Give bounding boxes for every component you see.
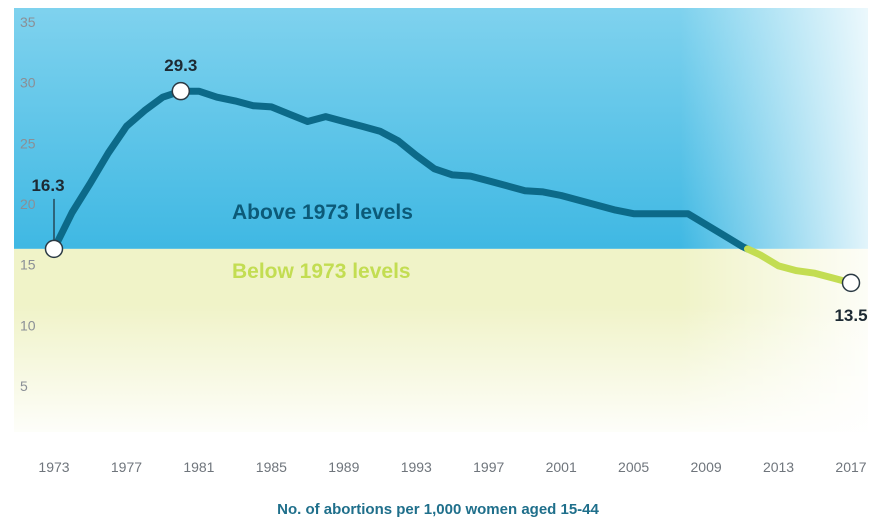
y-tick-label: 25 bbox=[20, 135, 36, 151]
series-line bbox=[50, 87, 855, 287]
y-tick-label: 5 bbox=[20, 378, 28, 394]
x-tick-label: 1973 bbox=[38, 459, 69, 475]
x-tick-label: 2009 bbox=[691, 459, 722, 475]
callout-label: 16.3 bbox=[31, 176, 64, 195]
above-zone-label: Above 1973 levels bbox=[232, 201, 413, 224]
x-tick-label: 1993 bbox=[401, 459, 432, 475]
x-tick-label: 2013 bbox=[763, 459, 794, 475]
y-tick-label: 20 bbox=[20, 196, 36, 212]
zone-labels: Above 1973 levels Below 1973 levels bbox=[232, 201, 413, 283]
y-tick-label: 35 bbox=[20, 14, 36, 30]
y-axis: 5 10 15 20 25 30 35 bbox=[20, 14, 36, 394]
callout-marker bbox=[171, 81, 191, 101]
x-axis-label: No. of abortions per 1,000 women aged 15… bbox=[277, 501, 599, 518]
x-tick-label: 2017 bbox=[835, 459, 866, 475]
y-tick-label: 15 bbox=[20, 257, 36, 273]
y-tick-label: 10 bbox=[20, 317, 36, 333]
callout-marker bbox=[44, 239, 64, 259]
y-tick-label: 30 bbox=[20, 75, 36, 91]
x-tick-label: 1985 bbox=[256, 459, 287, 475]
callout-label: 29.3 bbox=[164, 56, 197, 75]
x-tick-label: 2005 bbox=[618, 459, 649, 475]
x-tick-label: 2001 bbox=[546, 459, 577, 475]
zones-layer bbox=[14, 8, 868, 432]
below-zone-label: Below 1973 levels bbox=[232, 260, 411, 283]
callout-label: 13.5 bbox=[834, 306, 867, 325]
x-axis: 1973 1977 1981 1985 1989 1993 1997 2001 2005 2009… bbox=[38, 459, 866, 475]
x-tick-label: 1977 bbox=[111, 459, 142, 475]
x-tick-label: 1997 bbox=[473, 459, 504, 475]
callout-marker bbox=[841, 273, 861, 293]
callouts: 16.3 29.3 13.5 bbox=[31, 56, 867, 325]
x-tick-label: 1981 bbox=[183, 459, 214, 475]
x-tick-label: 1989 bbox=[328, 459, 359, 475]
zone-fade-bottom bbox=[14, 8, 868, 432]
series-line-below bbox=[744, 245, 855, 287]
series-line-above bbox=[50, 87, 751, 253]
